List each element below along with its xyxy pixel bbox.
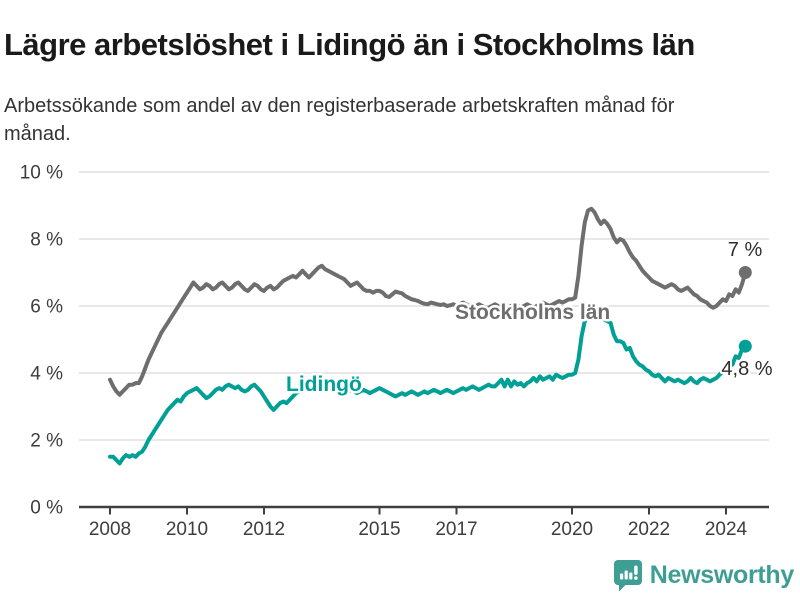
y-tick-label: 6 % xyxy=(30,297,63,318)
newsworthy-logo: Newsworthy xyxy=(613,559,794,592)
exclamation-glyph xyxy=(633,565,638,580)
page-subtitle: Arbetssökande som andel av den registerb… xyxy=(4,95,675,145)
series-label-lidingo: Lidingö xyxy=(286,373,362,396)
y-tick-label: 0 % xyxy=(30,498,63,519)
newsworthy-logo-icon xyxy=(613,560,642,592)
x-tick-label: 2010 xyxy=(166,519,208,540)
gridlines-group xyxy=(79,171,769,441)
x-tick-label: 2008 xyxy=(89,519,131,540)
end-value-label-stockholms-lan: 7 % xyxy=(728,239,763,261)
page-title: Lägre arbetslöshet i Lidingö än i Stockh… xyxy=(4,26,695,62)
series-line-stockholms-lan xyxy=(108,206,748,397)
x-tick-label: 2022 xyxy=(628,519,670,540)
x-tick-label: 2015 xyxy=(358,519,400,540)
y-tick-label: 10 % xyxy=(20,163,63,184)
end-value-label-lidingo: 4,8 % xyxy=(721,358,772,380)
bar-chart-glyph xyxy=(619,570,633,580)
series-label-stockholms-lan: Stockholms län xyxy=(455,301,610,324)
newsworthy-logo-text: Newsworthy xyxy=(649,561,795,589)
y-axis-labels-group: 10 % 8 % 6 % 4 % 2 % 0 % xyxy=(20,163,63,519)
x-tick-label: 2020 xyxy=(551,519,593,540)
y-tick-label: 2 % xyxy=(30,431,63,452)
x-tick-label: 2024 xyxy=(705,519,748,540)
x-tick-label: 2017 xyxy=(435,519,477,540)
series-end-dot-lidingo xyxy=(738,339,752,353)
series-end-dot-stockholms-lan xyxy=(738,266,752,279)
series-line-lidingo xyxy=(108,312,748,466)
y-tick-label: 8 % xyxy=(30,230,63,251)
x-axis-labels-group: 2008 2010 2012 2015 2017 2020 2022 2024 xyxy=(89,508,748,540)
x-tick-label: 2012 xyxy=(243,519,285,540)
y-tick-label: 4 % xyxy=(30,364,63,385)
